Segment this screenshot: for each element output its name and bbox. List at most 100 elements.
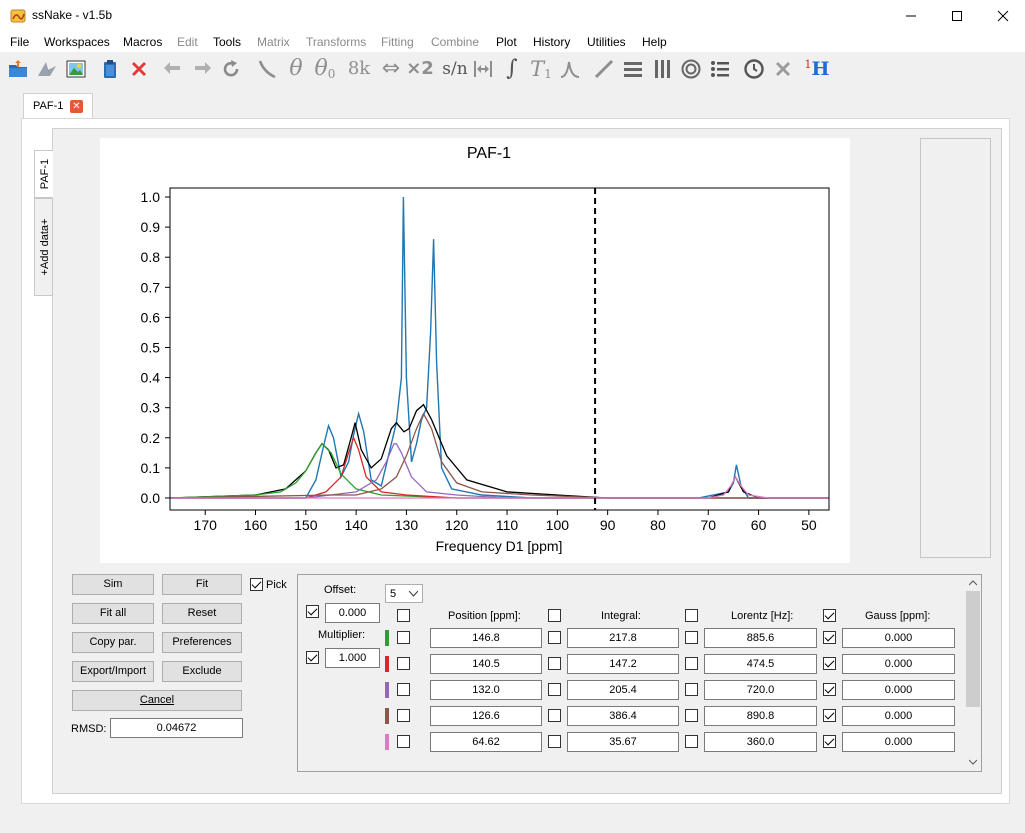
minimize-button[interactable] [888,0,934,32]
gauss-field[interactable]: 0.000 [842,706,955,726]
lorentz-fix-checkbox[interactable] [685,735,698,748]
position-fix-checkbox[interactable] [397,631,410,644]
integral-fix-checkbox[interactable] [548,709,561,722]
gauss-fix-checkbox[interactable] [823,683,836,696]
lorentz-fix-checkbox[interactable] [685,657,698,670]
position-field[interactable]: 146.8 [430,628,542,648]
menu-plot[interactable]: Plot [496,35,517,49]
integral-field[interactable]: 386.4 [567,706,679,726]
lorentz-field[interactable]: 885.6 [704,628,817,648]
lorentz-header-checkbox[interactable] [685,609,698,622]
phase-line-icon[interactable] [254,55,280,83]
gauss-fix-checkbox[interactable] [823,657,836,670]
integral-fix-checkbox[interactable] [548,657,561,670]
lorentz-fix-checkbox[interactable] [685,683,698,696]
menu-matrix[interactable]: Matrix [257,35,290,49]
position-field[interactable]: 140.5 [430,654,542,674]
side-tab-paf1[interactable]: PAF-1 [34,150,53,198]
multiplier-checkbox[interactable] [306,651,319,664]
spectrum-plot[interactable]: PAF-1 170 160 150 140 130 120 110 100 90 80 70 60 50… [100,138,850,563]
clipboard-icon[interactable] [97,55,123,83]
side-tab-add-data[interactable]: +Add data+ [34,198,53,296]
delete-icon[interactable] [126,55,152,83]
gauss-fix-checkbox[interactable] [823,709,836,722]
eightk-icon[interactable]: 8k [347,58,371,79]
lorentz-field[interactable]: 720.0 [704,680,817,700]
menu-history[interactable]: History [533,35,571,49]
menu-transforms[interactable]: Transforms [306,35,367,49]
integral-field[interactable]: 35.67 [567,732,679,752]
integral-field[interactable]: 205.4 [567,680,679,700]
gauss-field[interactable]: 0.000 [842,680,955,700]
peak-count-select[interactable]: 5 [385,584,423,603]
tab-paf1[interactable]: PAF-1 ✕ [23,93,93,119]
cancel-button[interactable]: Cancel [72,690,242,711]
x-gray-icon[interactable] [770,55,796,83]
undo-icon[interactable] [160,55,186,83]
fit-all-button[interactable]: Fit all [72,603,154,624]
integral-field[interactable]: 217.8 [567,628,679,648]
sn-icon[interactable]: s/n [442,58,468,79]
gauss-header-checkbox[interactable] [823,609,836,622]
width-icon[interactable] [470,55,496,83]
clock-icon[interactable] [741,55,767,83]
maximize-button[interactable] [934,0,980,32]
fit-button[interactable]: Fit [162,574,242,595]
integral-icon[interactable]: ∫ [506,56,518,81]
sim-button[interactable]: Sim [72,574,154,595]
pick-checkbox[interactable] [250,578,263,591]
scroll-down-icon[interactable] [969,759,977,765]
columns-icon[interactable] [649,55,675,83]
position-header-checkbox[interactable] [397,609,410,622]
integral-header-checkbox[interactable] [548,609,561,622]
position-field[interactable]: 126.6 [430,706,542,726]
offset-checkbox[interactable] [306,605,319,618]
gauss-fix-checkbox[interactable] [823,631,836,644]
gauss-fix-checkbox[interactable] [823,735,836,748]
image-icon[interactable] [63,55,89,83]
lorentz-field[interactable]: 890.8 [704,706,817,726]
menu-combine[interactable]: Combine [431,35,480,49]
menu-file[interactable]: File [10,35,30,49]
menu-utilities[interactable]: Utilities [587,35,626,49]
lorentz-fix-checkbox[interactable] [685,631,698,644]
position-fix-checkbox[interactable] [397,735,410,748]
reload-icon[interactable] [218,55,244,83]
lorentz-field[interactable]: 474.5 [704,654,817,674]
menu-macros[interactable]: Macros [123,35,163,49]
integral-fix-checkbox[interactable] [548,683,561,696]
circles-icon[interactable] [678,55,704,83]
gauss-field[interactable]: 0.000 [842,654,955,674]
lorentz-field[interactable]: 360.0 [704,732,817,752]
tab-close-icon[interactable]: ✕ [70,100,83,113]
gauss-field[interactable]: 0.000 [842,732,955,752]
position-fix-checkbox[interactable] [397,709,410,722]
list-icon[interactable] [707,55,733,83]
parameter-scrollbar[interactable] [965,575,981,771]
menu-workspaces[interactable]: Workspaces [44,35,110,49]
diagonal-icon[interactable] [591,55,617,83]
times-two-icon[interactable]: ×2 [406,58,434,79]
menu-tools[interactable]: Tools [213,35,242,49]
integral-field[interactable]: 147.2 [567,654,679,674]
lambda-icon[interactable] [557,55,583,83]
menu-edit[interactable]: Edit [177,35,198,49]
scroll-up-icon[interactable] [969,580,977,586]
position-field[interactable]: 132.0 [430,680,542,700]
offset-input[interactable]: 0.000 [325,603,380,623]
reset-button[interactable]: Reset [162,603,242,624]
gauss-field[interactable]: 0.000 [842,628,955,648]
lorentz-fix-checkbox[interactable] [685,709,698,722]
scroll-thumb[interactable] [966,591,980,707]
position-fix-checkbox[interactable] [397,683,410,696]
integral-fix-checkbox[interactable] [548,735,561,748]
menu-fitting[interactable]: Fitting [381,35,414,49]
integral-fix-checkbox[interactable] [548,631,561,644]
position-field[interactable]: 64.62 [430,732,542,752]
theta-icon[interactable]: θ [289,56,303,81]
export-import-button[interactable]: Export/Import [72,661,154,682]
open-folder-icon[interactable] [5,55,31,83]
